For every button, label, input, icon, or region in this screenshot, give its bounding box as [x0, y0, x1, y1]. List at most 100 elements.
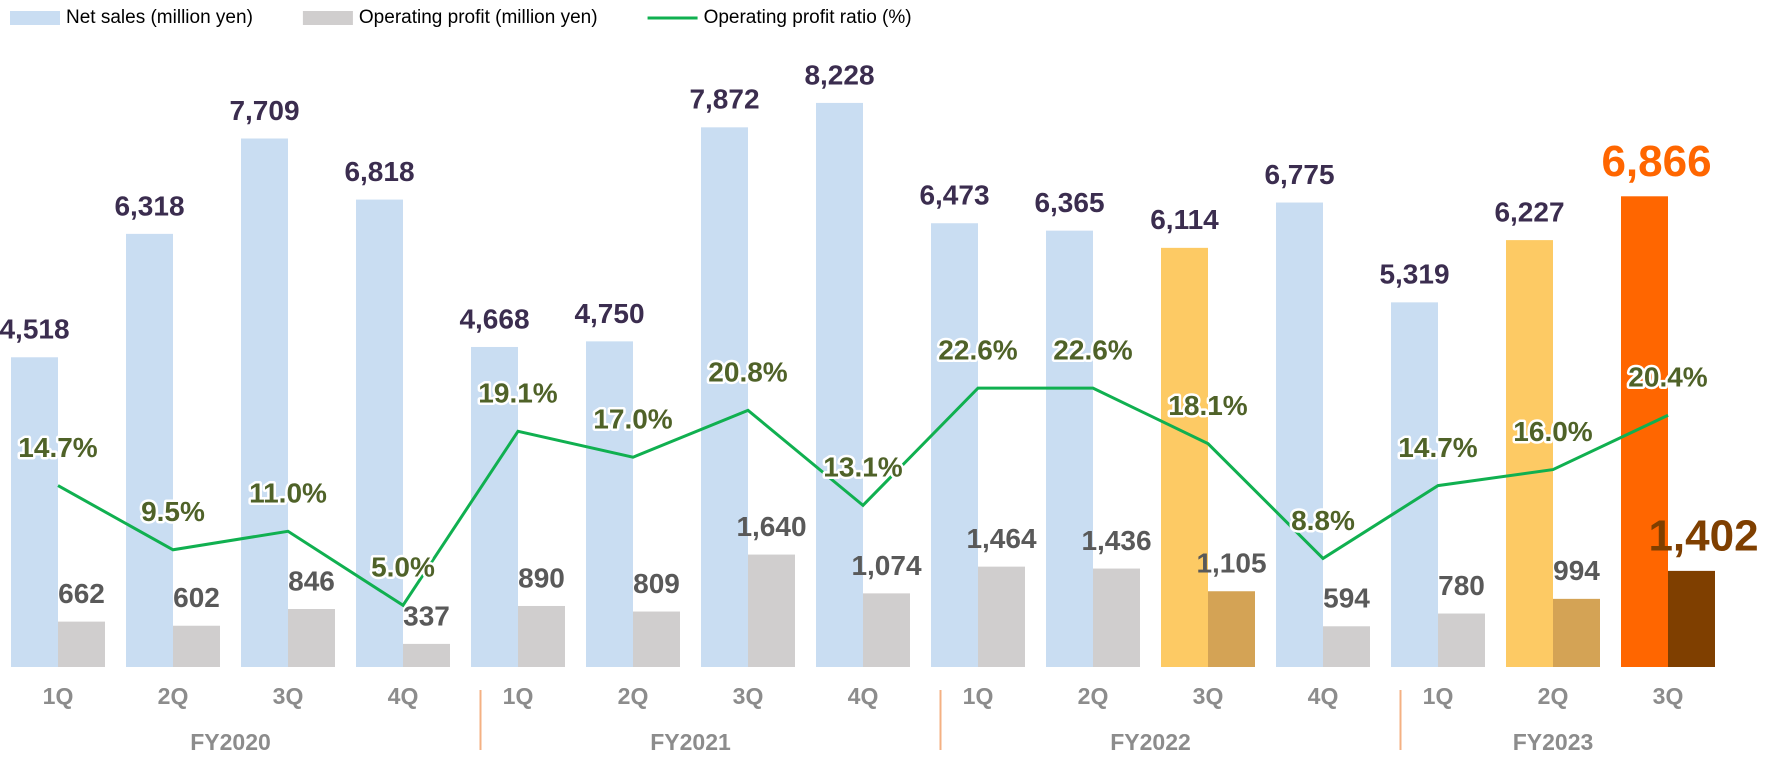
value-label: 9.5%	[141, 496, 205, 527]
bar	[11, 357, 58, 667]
value-label: 16.0%	[1513, 416, 1592, 447]
value-label: 17.0%	[593, 404, 672, 435]
bar	[1161, 247, 1208, 668]
value-label: 20.8%	[708, 357, 787, 388]
bar	[1668, 570, 1715, 667]
bar	[126, 233, 173, 667]
bar	[1621, 196, 1668, 668]
value-label: 6,775	[1264, 159, 1334, 190]
bar	[816, 102, 863, 668]
value-label: 22.6%	[938, 335, 1017, 366]
bar	[748, 554, 795, 667]
value-label: 594	[1323, 583, 1370, 614]
bar	[1323, 626, 1370, 667]
value-label: 809	[633, 568, 680, 599]
value-label: 6,818	[344, 156, 414, 187]
bar	[931, 223, 978, 668]
x-tick-label: 2Q	[158, 683, 189, 709]
value-label: 1,105	[1196, 548, 1266, 579]
value-label: 7,872	[689, 84, 759, 115]
bar	[58, 621, 105, 667]
x-tick-label: 4Q	[1308, 683, 1339, 709]
bar	[403, 643, 450, 667]
bar	[978, 566, 1025, 667]
x-tick-label: 3Q	[273, 683, 304, 709]
bar	[1391, 302, 1438, 667]
value-label: 7,709	[229, 95, 299, 126]
x-tick-label: 1Q	[43, 683, 74, 709]
x-tick-label: 1Q	[1423, 683, 1454, 709]
bar	[173, 625, 220, 667]
x-tick-label: 4Q	[388, 683, 419, 709]
line	[57, 386, 1669, 608]
value-label: 5,319	[1379, 259, 1449, 290]
value-label: 14.7%	[1398, 432, 1477, 463]
bar	[1208, 591, 1255, 667]
value-label: 18.1%	[1168, 390, 1247, 421]
x-tick-label: 2Q	[1078, 683, 1109, 709]
x-tick-label: 3Q	[1653, 683, 1684, 709]
value-label: 6,114	[1150, 204, 1219, 235]
value-label: 1,436	[1081, 525, 1151, 556]
value-label: 6,227	[1494, 196, 1564, 227]
bar	[701, 127, 748, 667]
value-label: 8.8%	[1291, 505, 1355, 536]
legend-swatch	[302, 11, 353, 25]
value-label: 1,074	[851, 550, 921, 581]
value-label: 20.4%	[1628, 362, 1707, 393]
bar	[518, 605, 565, 667]
bar	[586, 341, 633, 667]
value-label: 662	[58, 578, 105, 609]
value-label: 6,866	[1601, 137, 1711, 186]
bar	[241, 138, 288, 667]
value-label: 1,402	[1648, 512, 1758, 561]
x-tick-label: 3Q	[733, 683, 764, 709]
value-label: 11.0%	[249, 478, 327, 509]
x-tick-label: 1Q	[963, 683, 994, 709]
bar	[1553, 598, 1600, 667]
value-label: 780	[1438, 570, 1485, 601]
x-tick-label: 3Q	[1193, 683, 1224, 709]
bar	[1093, 568, 1140, 667]
x-tick-label: 2Q	[618, 683, 649, 709]
value-label: 1,464	[966, 523, 1036, 554]
value-label: 6,473	[919, 180, 989, 211]
group-label: FY2022	[1110, 729, 1191, 755]
bar	[863, 593, 910, 667]
value-label: 6,318	[114, 190, 184, 221]
bar	[471, 346, 518, 667]
value-label: 994	[1553, 555, 1600, 586]
bar	[1276, 202, 1323, 667]
bar	[1046, 230, 1093, 667]
group-label: FY2020	[190, 729, 271, 755]
bar	[1506, 240, 1553, 667]
x-tick-label: 1Q	[503, 683, 534, 709]
value-label: 22.6%	[1053, 335, 1132, 366]
value-label: 846	[288, 565, 335, 596]
bar	[288, 609, 335, 667]
value-label: 13.1%	[823, 452, 902, 483]
value-label: 4,750	[574, 298, 644, 329]
legend-label: Operating profit (million yen)	[359, 7, 598, 28]
value-label: 4,518	[0, 314, 70, 345]
value-label: 4,668	[459, 303, 529, 334]
value-label: 1,640	[736, 511, 806, 542]
legend-label: Net sales (million yen)	[66, 7, 253, 28]
value-label: 890	[518, 562, 565, 593]
group-label: FY2023	[1513, 729, 1594, 755]
value-label: 337	[403, 600, 450, 631]
value-label: 14.7%	[18, 432, 97, 463]
legend-label: Operating profit ratio (%)	[704, 7, 912, 28]
bar	[1438, 613, 1485, 667]
x-tick-label: 2Q	[1538, 683, 1569, 709]
legend-swatch	[10, 11, 60, 25]
value-label: 6,365	[1034, 187, 1104, 218]
value-label: 19.1%	[478, 378, 557, 409]
group-label: FY2021	[650, 729, 731, 755]
bar	[356, 199, 403, 667]
x-tick-label: 4Q	[848, 683, 879, 709]
bar	[633, 611, 680, 667]
value-label: 8,228	[804, 59, 874, 90]
value-label: 602	[173, 582, 220, 613]
